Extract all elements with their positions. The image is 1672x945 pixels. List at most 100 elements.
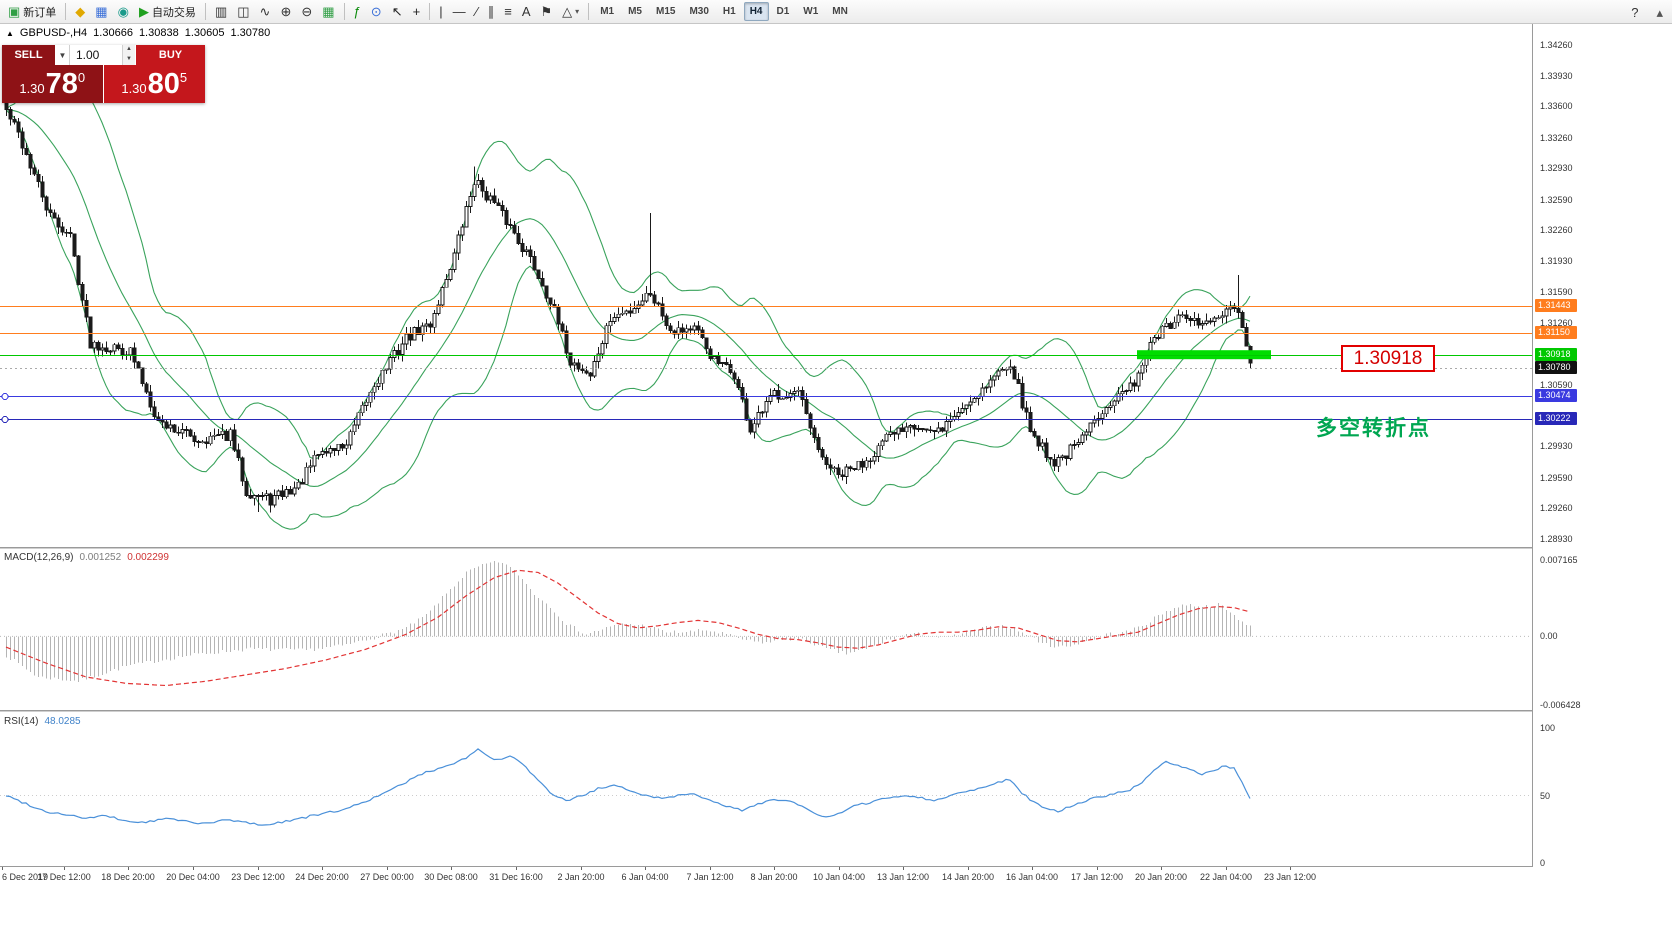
buy-price-button[interactable]: 1.30 80 5 — [103, 65, 205, 103]
sell-price-big: 78 — [45, 67, 78, 100]
one-click-toggle-arrow[interactable]: ▲ — [6, 28, 14, 38]
rsi-line — [5, 748, 1251, 826]
time-axis-label: 22 Jan 04:00 — [1199, 872, 1253, 882]
turning-point-note[interactable]: 多空转折点 — [1316, 417, 1431, 440]
price-annotation-label[interactable]: 1.30918 — [1341, 345, 1435, 372]
timeframe-w1-button[interactable]: W1 — [803, 6, 819, 17]
indicators-icon: ƒ — [353, 4, 361, 19]
cursor-icon: ↖ — [391, 4, 403, 19]
line-chart-button[interactable]: ∿ — [255, 2, 276, 22]
fibonacci-button[interactable]: ≡ — [499, 2, 517, 22]
chart-profiles-button[interactable]: ◆ — [70, 2, 90, 22]
candlestick-chart[interactable] — [0, 24, 1532, 547]
time-axis-label: 8 Jan 20:00 — [750, 872, 798, 882]
time-axis-label: 24 Dec 20:00 — [295, 872, 349, 882]
timeframe-m5-button[interactable]: M5 — [628, 6, 642, 17]
price-scale-label: 1.29590 — [1540, 473, 1573, 483]
ohlc-high: 1.30838 — [138, 27, 179, 39]
symbol-period-label: GBPUSD-,H4 — [19, 27, 88, 39]
timeframe-h4-button[interactable]: H4 — [743, 2, 769, 21]
new-order-button[interactable]: ▣ 新订单 — [3, 2, 61, 22]
volume-dropdown-button[interactable]: ▼ — [56, 45, 70, 65]
time-axis-tick — [1032, 867, 1033, 870]
line-anchor-marker[interactable] — [1, 416, 9, 423]
pane-separator[interactable] — [0, 710, 1672, 712]
bollinger-bands[interactable] — [5, 66, 1251, 530]
arrow-label-button[interactable]: ⚑ — [536, 2, 558, 22]
zoom-in-button[interactable]: ⊕ — [275, 2, 296, 22]
time-axis-label: 31 Dec 16:00 — [489, 872, 543, 882]
line-anchor-marker[interactable] — [1, 393, 9, 400]
timeframe-m1-button[interactable]: M1 — [600, 6, 615, 17]
time-axis-tick — [1161, 867, 1162, 870]
toolbar-separator — [588, 3, 590, 20]
timeframe-mn-button[interactable]: MN — [832, 6, 848, 17]
line-chart-icon: ∿ — [259, 4, 271, 19]
time-axis-label: 2 Jan 20:00 — [557, 872, 605, 882]
chart-title: ▲ GBPUSD-,H4 1.30666 1.30838 1.30605 1.3… — [6, 27, 270, 39]
timeframe-h1-button[interactable]: H1 — [722, 6, 736, 17]
bars-chart-icon: ▥ — [214, 4, 228, 19]
price-scale-label: 1.29260 — [1540, 503, 1573, 513]
rsi-indicator-chart[interactable] — [0, 712, 1532, 866]
buy-price-prefix: 1.30 — [121, 81, 147, 96]
timeframe-d1-button[interactable]: D1 — [776, 6, 790, 17]
trendline-button[interactable]: ∕ — [471, 2, 483, 22]
volume-down-button[interactable]: ▼ — [123, 55, 135, 65]
time-axis-tick — [581, 867, 582, 870]
navigator-button[interactable]: ◉ — [113, 2, 134, 22]
timeframe-m15-button[interactable]: M15 — [656, 6, 676, 17]
shapes-button[interactable]: △ ▾ — [557, 2, 584, 22]
pane-separator[interactable] — [0, 547, 1672, 549]
macd-indicator-chart[interactable] — [0, 549, 1532, 710]
price-scale-label: 1.32590 — [1540, 195, 1573, 205]
cursor-button[interactable]: ↖ — [387, 2, 408, 22]
collapse-toolbar-button[interactable]: ▴ — [1651, 2, 1668, 22]
candlestick-chart-button[interactable]: ◫ — [232, 2, 254, 22]
zoom-in-icon: ⊕ — [280, 4, 292, 19]
price-scale-label: 1.33600 — [1540, 101, 1573, 111]
periods-button[interactable]: ⊙ — [366, 2, 387, 22]
time-axis-tick — [1290, 867, 1291, 870]
toolbar-separator — [343, 3, 345, 20]
time-axis-tick — [451, 867, 452, 870]
highlight-zone[interactable] — [1137, 350, 1271, 360]
horizontal-line-button[interactable]: — — [448, 2, 471, 22]
price-scale-label: 1.31260 — [1540, 318, 1573, 328]
indicators-button[interactable]: ƒ — [349, 2, 366, 22]
time-axis-label: 10 Jan 04:00 — [812, 872, 866, 882]
sell-button[interactable]: SELL — [2, 45, 56, 65]
buy-button[interactable]: BUY — [136, 45, 205, 65]
channel-button[interactable]: ∥ — [483, 2, 500, 22]
market-watch-button[interactable]: ▦ — [90, 2, 112, 22]
time-axis-label: 17 Dec 12:00 — [37, 872, 91, 882]
crosshair-button[interactable]: + — [408, 2, 426, 22]
bars-chart-button[interactable]: ▥ — [210, 2, 232, 22]
candlestick-chart-icon: ◫ — [237, 4, 250, 19]
time-axis-tick — [968, 867, 969, 870]
volume-input[interactable] — [70, 45, 122, 65]
vertical-line-icon: | — [439, 4, 443, 19]
price-level-tag: 1.30222 — [1535, 412, 1577, 425]
time-axis-label: 27 Dec 00:00 — [360, 872, 414, 882]
rsi-scale-label: 100 — [1540, 723, 1556, 733]
timeframe-m30-button[interactable]: M30 — [689, 6, 709, 17]
vertical-line-button[interactable]: | — [434, 2, 447, 22]
tile-windows-button[interactable]: ▦ — [317, 2, 339, 22]
candles-layer[interactable] — [4, 99, 1253, 513]
volume-up-button[interactable]: ▲ — [123, 45, 135, 55]
trendline-icon: ∕ — [475, 4, 478, 19]
shapes-icon: △ — [562, 4, 573, 19]
time-axis-label: 13 Jan 12:00 — [876, 872, 930, 882]
zoom-out-button[interactable]: ⊖ — [296, 2, 317, 22]
time-axis-label: 17 Jan 12:00 — [1070, 872, 1124, 882]
time-axis[interactable]: 6 Dec 2019 17 Dec 12:00 18 Dec 20:00 20 Dec… — [0, 867, 1672, 889]
autotrading-button[interactable]: ▶ 自动交易 — [134, 2, 201, 22]
text-button[interactable]: A — [517, 2, 536, 22]
price-scale-label: 1.32260 — [1540, 225, 1573, 235]
time-axis-tick — [258, 867, 259, 870]
price-scale[interactable]: 1.34260 1.33930 1.33600 1.33260 1.32930 1.325… — [1532, 24, 1672, 868]
time-axis-label: 6 Jan 04:00 — [621, 872, 669, 882]
sell-price-button[interactable]: 1.30 78 0 — [2, 65, 104, 103]
help-button[interactable]: ? — [1626, 2, 1643, 22]
